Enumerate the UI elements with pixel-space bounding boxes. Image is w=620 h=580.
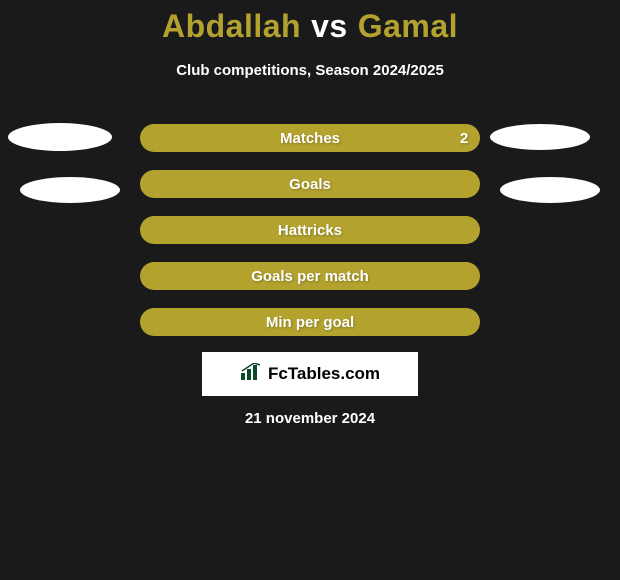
stat-bar: Goals per match	[140, 262, 480, 290]
logo-box: FcTables.com	[202, 352, 418, 396]
stat-bar-label: Goals per match	[251, 268, 369, 285]
stat-bar: Matches 2	[140, 124, 480, 152]
right-ellipse	[500, 177, 600, 203]
stat-bar-label: Min per goal	[266, 314, 354, 331]
left-ellipse	[8, 123, 112, 151]
stat-bar: Hattricks	[140, 216, 480, 244]
stat-rows: Matches 2 Goals Hattricks Goals per match Min…	[0, 0, 620, 580]
right-ellipse	[490, 124, 590, 150]
stat-bar-label: Matches	[280, 130, 340, 147]
date-text: 21 november 2024	[0, 410, 620, 427]
logo-text: FcTables.com	[268, 364, 380, 384]
stat-bar-label: Goals	[289, 176, 331, 193]
stat-bar-label: Hattricks	[278, 222, 342, 239]
bar-chart-icon	[240, 363, 262, 386]
stat-bar: Goals	[140, 170, 480, 198]
left-ellipse	[20, 177, 120, 203]
stat-bar-value-right: 2	[460, 130, 468, 147]
stat-bar: Min per goal	[140, 308, 480, 336]
logo-inner: FcTables.com	[240, 363, 380, 386]
